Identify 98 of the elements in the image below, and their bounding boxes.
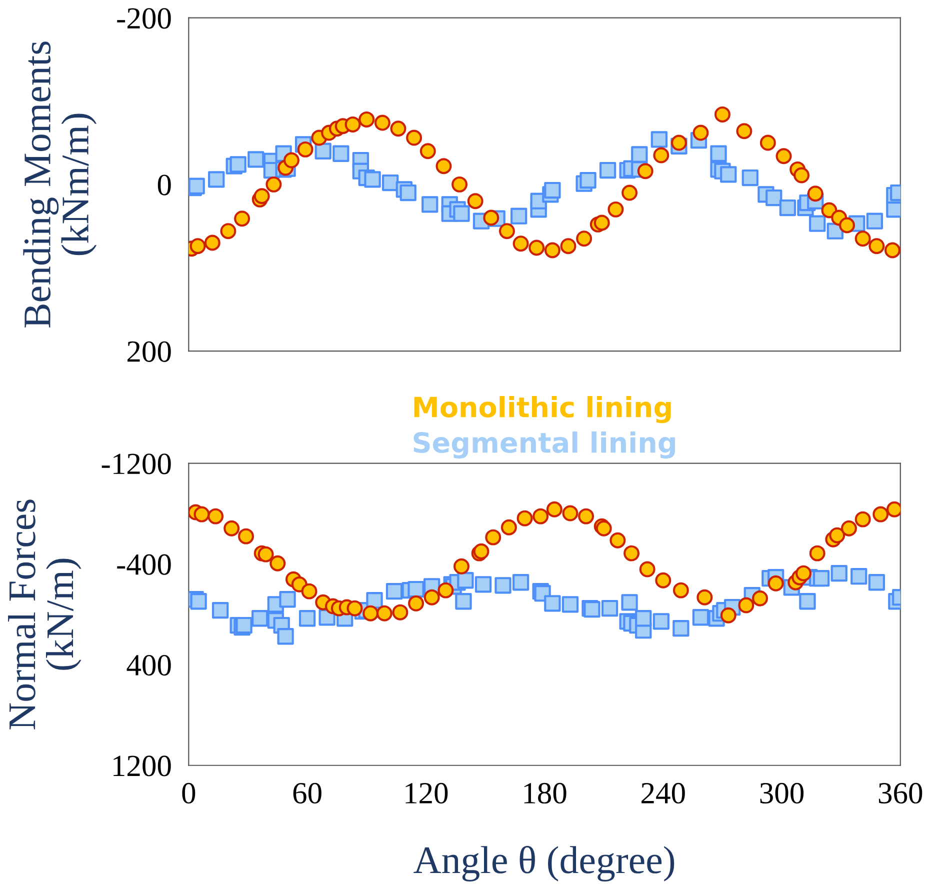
point (297, 141, 314, 158)
x-tick-label: 240 (642, 782, 685, 804)
point (854, 230, 871, 247)
point (839, 217, 855, 234)
x-axis-title: Angle θ (degree) (414, 846, 674, 882)
point (420, 143, 436, 160)
point (498, 223, 515, 240)
point (516, 510, 533, 526)
text: Monolithic lining (414, 396, 671, 424)
point (500, 519, 517, 536)
point (224, 520, 240, 536)
point (346, 600, 363, 616)
point (512, 236, 529, 252)
point (390, 120, 406, 137)
point (622, 184, 638, 201)
point (714, 106, 730, 122)
point (578, 508, 594, 524)
point (301, 583, 318, 600)
point (258, 546, 274, 562)
point (406, 130, 422, 146)
point (483, 210, 500, 226)
point (436, 158, 452, 174)
point (637, 163, 654, 180)
point (840, 520, 857, 536)
point (854, 511, 871, 528)
point (544, 242, 560, 258)
text: Segmental lining (414, 431, 675, 459)
point (884, 242, 900, 258)
y-axis-title: Bending Moments (kNm/m) (23, 42, 97, 328)
point (254, 188, 270, 204)
point (768, 575, 784, 592)
point (760, 134, 776, 151)
y-tick-label: 400 (126, 654, 171, 676)
y-tick-label: 1200 (114, 756, 171, 776)
point (752, 590, 768, 606)
point (424, 589, 440, 606)
point (234, 210, 250, 227)
x-tick-label: 60 (293, 782, 322, 804)
point (467, 193, 484, 210)
point (344, 116, 361, 132)
point (670, 134, 687, 151)
point (776, 148, 792, 164)
point (546, 501, 562, 518)
point (532, 508, 549, 524)
point (576, 230, 592, 247)
point (594, 214, 610, 231)
point (608, 201, 624, 218)
x-tick-label: 180 (524, 782, 566, 804)
x-tick-label: 300 (760, 782, 804, 804)
y-tick-label: 200 (128, 341, 171, 362)
point (610, 532, 626, 548)
point (452, 176, 468, 192)
point (736, 123, 752, 140)
point (738, 597, 754, 614)
point (653, 147, 670, 164)
y-tick-label: -200 (117, 8, 171, 29)
point (720, 607, 736, 624)
point (220, 223, 236, 240)
point (794, 167, 810, 184)
point (358, 111, 375, 128)
point (868, 238, 885, 254)
y-axis-title: Normal Forces (kN/m) (8, 500, 82, 730)
point (692, 124, 709, 141)
point (270, 555, 286, 572)
point (872, 506, 889, 522)
point (672, 582, 689, 598)
x-tick-label: 0 (182, 782, 196, 804)
point (392, 604, 408, 620)
point (408, 595, 424, 612)
point (283, 152, 300, 168)
point (362, 605, 379, 622)
point (190, 238, 206, 254)
point (528, 240, 545, 256)
point (560, 238, 576, 254)
point (829, 527, 846, 544)
point (454, 558, 470, 574)
y-tick-label: 0 (158, 174, 171, 196)
x-tick-label: 120 (406, 782, 448, 804)
x-tick-label: 360 (878, 782, 922, 804)
point (438, 582, 454, 598)
point (796, 565, 812, 582)
point (376, 605, 392, 622)
point (655, 572, 672, 588)
point (639, 561, 656, 578)
point (204, 234, 220, 251)
point (208, 508, 224, 524)
y-tick-label: -400 (117, 554, 171, 575)
point (624, 545, 640, 562)
point (485, 529, 502, 546)
point (696, 589, 713, 606)
y-tick-label: -1200 (102, 454, 171, 474)
point (807, 186, 824, 202)
point (374, 114, 390, 131)
point (266, 176, 282, 192)
point (809, 545, 826, 562)
point (238, 528, 254, 544)
point (194, 506, 210, 522)
point (562, 505, 578, 522)
